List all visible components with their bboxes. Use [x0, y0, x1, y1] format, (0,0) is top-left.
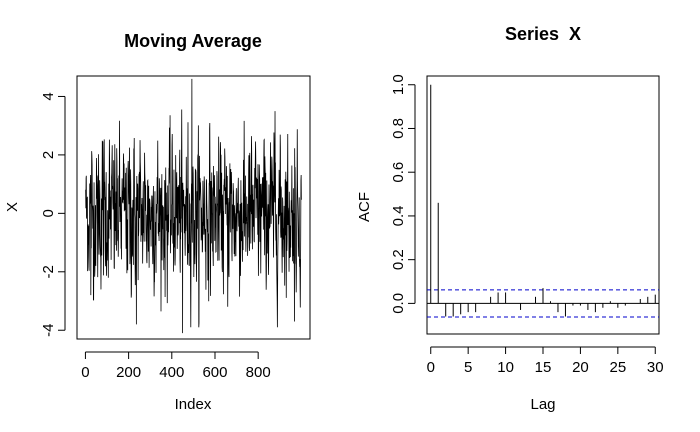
acf-y-axis-label: ACF [356, 192, 373, 222]
ma-x-tick-label: 200 [116, 364, 141, 381]
ma-y-tick-label: 0 [40, 209, 57, 217]
ma-x-tick-label: 0 [81, 364, 89, 381]
acf-x-tick-label: 30 [647, 359, 664, 376]
ma-y-axis-label: X [4, 202, 21, 212]
ma-y-tick-label: 4 [40, 92, 57, 100]
ma-plot-frame [76, 75, 311, 340]
acf-x-axis-label: Lag [530, 396, 555, 413]
acf-x-tick-label: 25 [609, 359, 626, 376]
ma-x-tick-label: 800 [246, 364, 271, 381]
ma-y-tick-label: -4 [40, 324, 57, 337]
acf-y-tick-label: 0.4 [390, 206, 407, 227]
acf-y-tick-label: 0.6 [390, 162, 407, 183]
ma-y-tick-label: -2 [40, 265, 57, 278]
acf-x-tick-label: 15 [535, 359, 552, 376]
acf-panel: Series X 0 5 10 15 20 25 30 0.0 0.2 0.4 0.6 0.8 1.0… [356, 24, 664, 413]
ma-x-axis: 0 200 400 600 800 [81, 351, 271, 381]
acf-x-tick-label: 10 [497, 359, 514, 376]
acf-x-tick-label: 5 [464, 359, 472, 376]
acf-y-axis: 0.0 0.2 0.4 0.6 0.8 1.0 [390, 74, 416, 314]
ma-chart-title: Moving Average [124, 31, 262, 51]
ma-series-line [85, 78, 302, 334]
acf-x-tick-label: 0 [427, 359, 435, 376]
moving-average-panel: Moving Average 0 200 400 600 800 -4 -2 0 2 4 Ind… [4, 31, 311, 413]
acf-y-tick-label: 0.2 [390, 249, 407, 270]
acf-y-tick-label: 0.8 [390, 118, 407, 139]
acf-x-axis: 0 5 10 15 20 25 30 [427, 346, 664, 376]
acf-plot-frame [426, 75, 660, 335]
ma-x-tick-label: 400 [159, 364, 184, 381]
ma-y-axis: -4 -2 0 2 4 [40, 92, 66, 337]
acf-y-tick-label: 0.0 [390, 293, 407, 314]
ma-x-tick-label: 600 [202, 364, 227, 381]
acf-chart-title: Series X [505, 24, 581, 44]
acf-y-tick-label: 1.0 [390, 74, 407, 95]
acf-x-tick-label: 20 [572, 359, 589, 376]
ma-series-group [85, 78, 302, 334]
ma-x-axis-label: Index [175, 396, 212, 413]
acf-bars-group [427, 84, 659, 317]
ma-y-tick-label: 2 [40, 151, 57, 159]
